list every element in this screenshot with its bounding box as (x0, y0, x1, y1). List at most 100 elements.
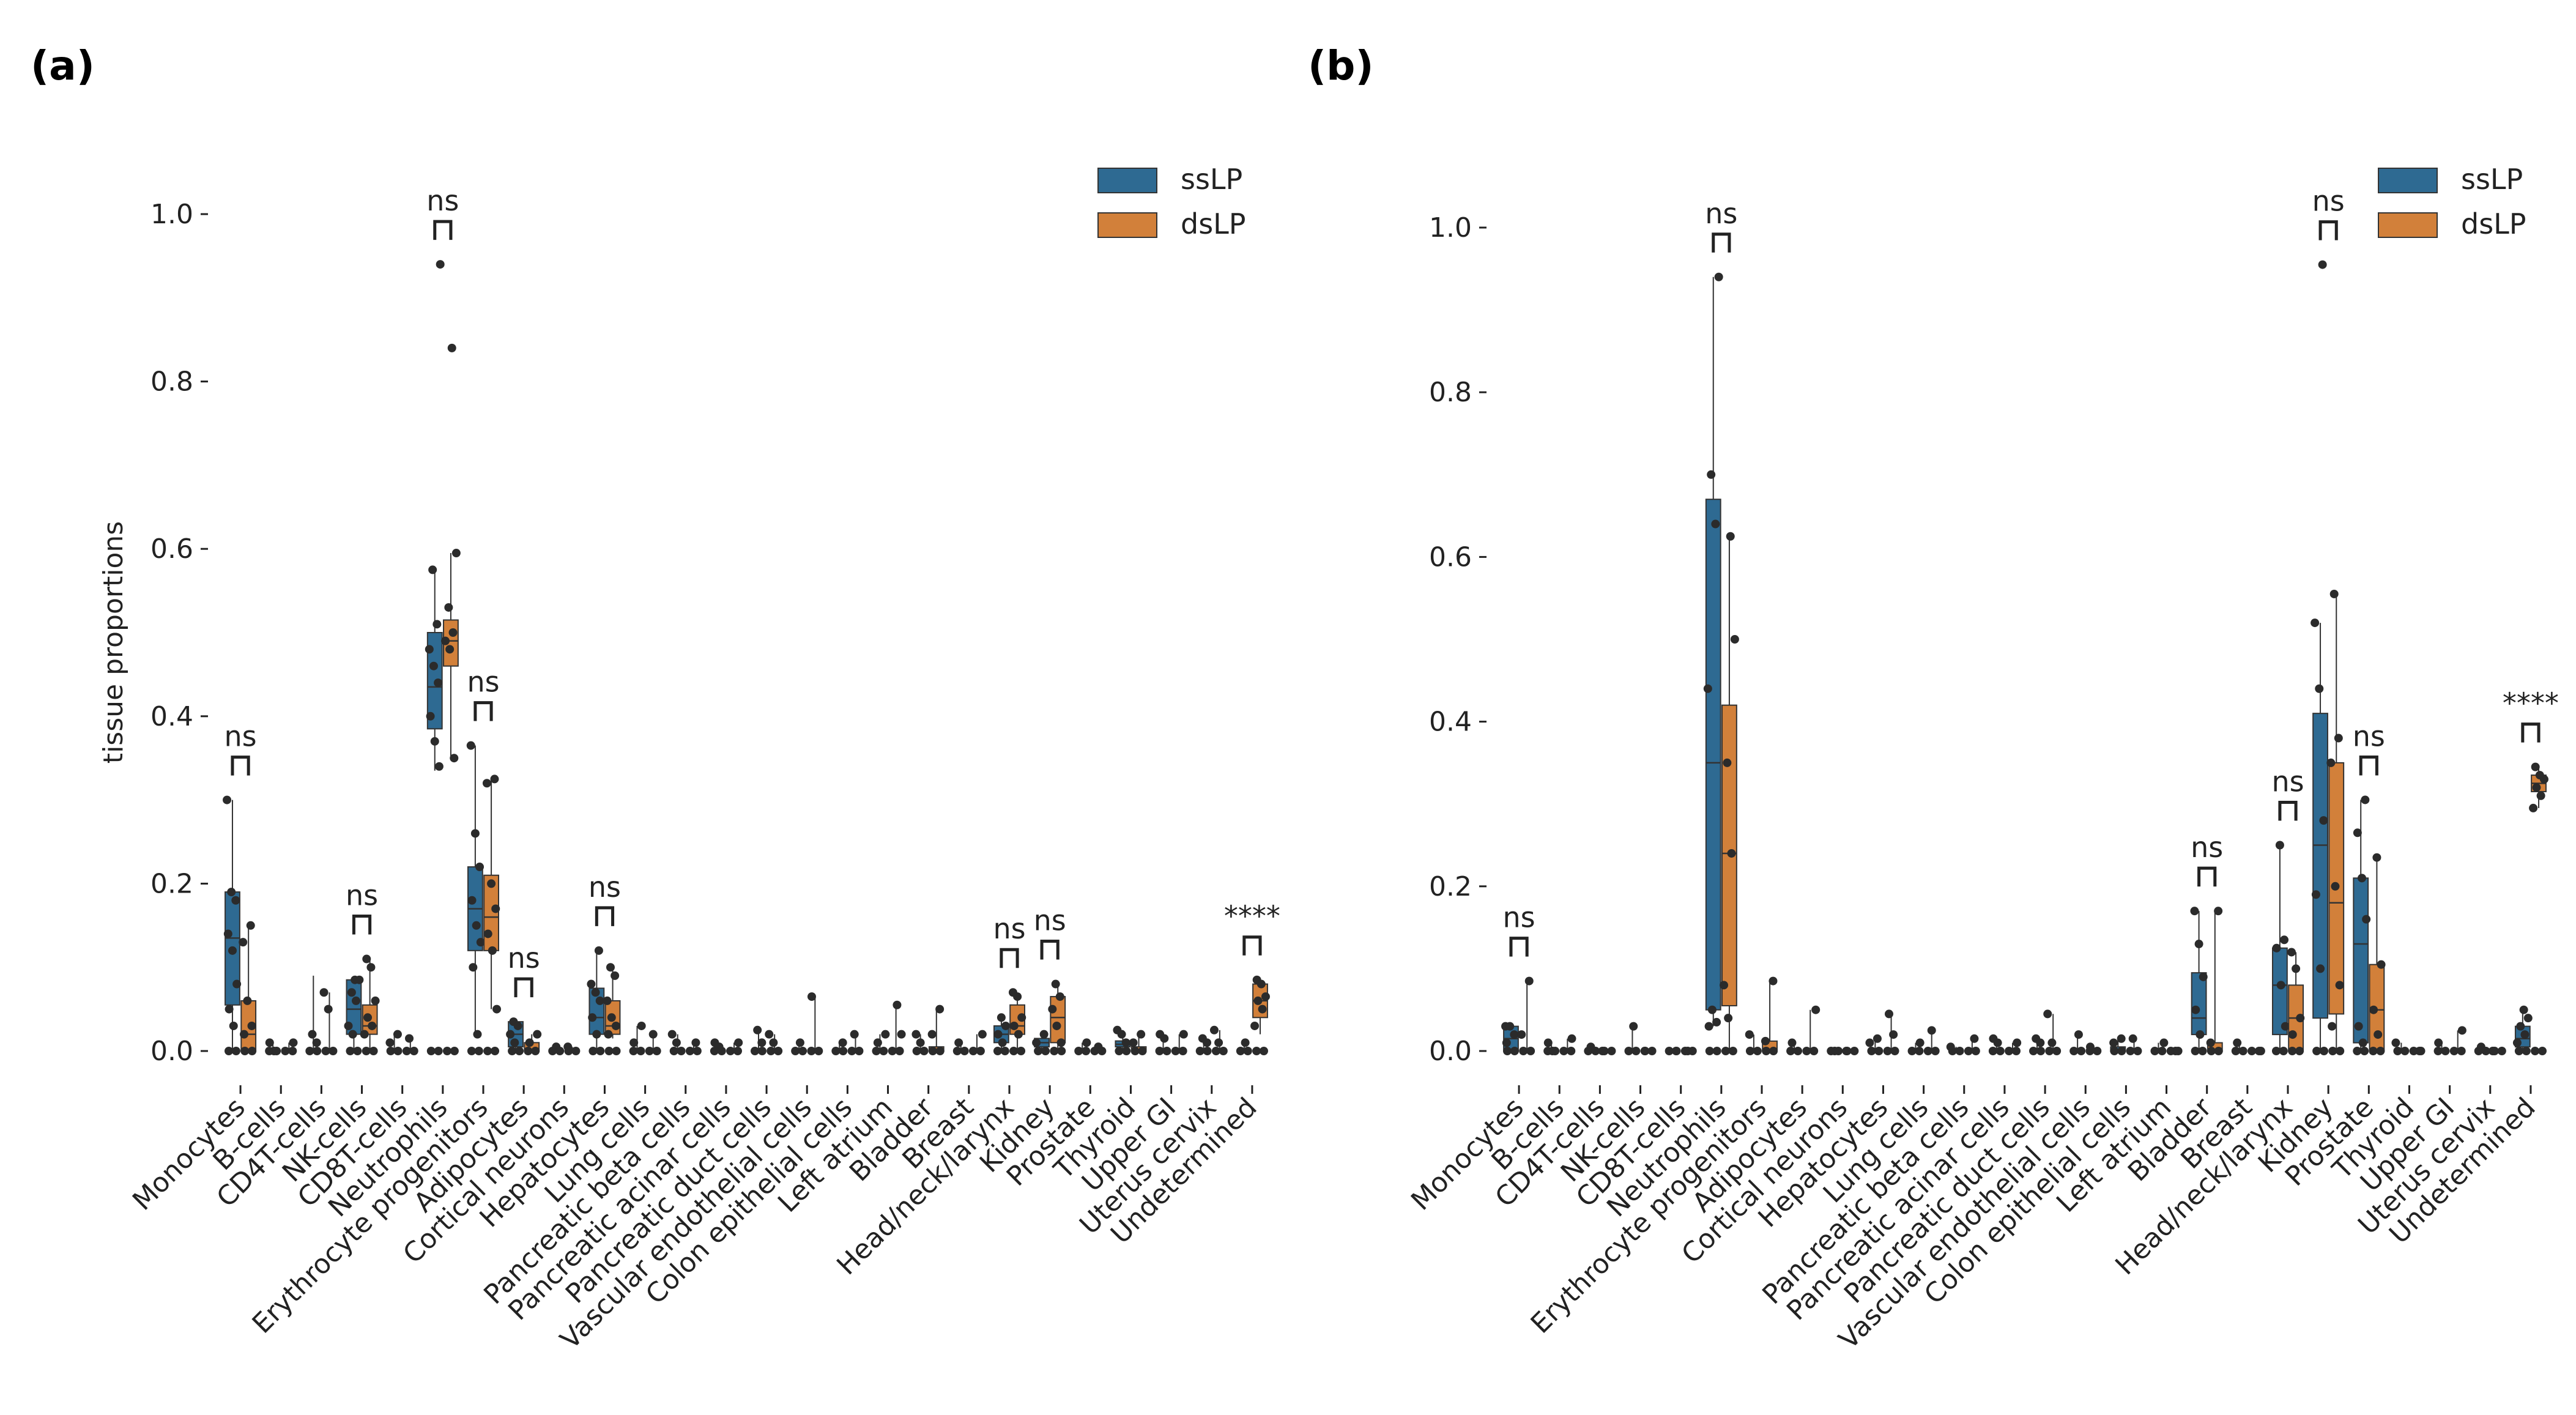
data-point (571, 1047, 581, 1055)
data-point (1032, 1038, 1041, 1047)
data-point (240, 1030, 249, 1039)
box-dsLP-b-cells (281, 1038, 298, 1055)
data-point (231, 896, 240, 905)
data-point (2158, 1047, 2167, 1055)
box-ssLP-adipocytes (1786, 1038, 1803, 1055)
data-point (1524, 976, 1534, 986)
box-ssLP-b-cells (265, 1038, 281, 1055)
box-body (2271, 947, 2288, 1036)
data-point (1130, 1047, 1140, 1055)
data-point (1993, 1038, 2002, 1047)
box-dsLP-monocytes (239, 921, 257, 1055)
box-ssLP-neutrophils (425, 260, 445, 1055)
box-ssLP-kidney (1032, 1030, 1050, 1055)
box-dsLP-pancreatic-beta-cells (1964, 1034, 1980, 1055)
y-tick-label: 0.2 (1429, 871, 1472, 902)
data-point (2074, 1030, 2083, 1039)
data-point (1203, 1038, 1212, 1047)
data-point (685, 1047, 694, 1055)
data-point (328, 1047, 338, 1055)
box-dsLP-breast (2247, 1047, 2265, 1055)
data-point (927, 1030, 937, 1039)
data-point (1250, 1021, 1260, 1030)
box-ssLP-upper-gi (1155, 1030, 1171, 1055)
significance-bracket (352, 915, 372, 935)
box-ssLP-prostate (2353, 795, 2371, 1055)
data-point (733, 1047, 742, 1055)
data-point (2069, 1047, 2079, 1055)
data-point (490, 774, 499, 784)
significance-bracket (1242, 935, 1262, 956)
data-point (814, 1047, 823, 1055)
data-point (960, 1047, 969, 1055)
data-point (467, 896, 477, 905)
data-point (2523, 1014, 2533, 1023)
data-point (1056, 1038, 1066, 1047)
significance-bracket (433, 220, 453, 240)
data-point (2360, 1047, 2369, 1055)
box-dsLP-left-atrium (2166, 1047, 2183, 1055)
data-point (652, 1047, 661, 1055)
data-point (2233, 1038, 2242, 1047)
box-ssLP-cd4t-cells (1584, 1042, 1600, 1055)
data-point (2190, 907, 2199, 916)
data-point (2326, 758, 2336, 767)
y-tick-label: 0.8 (150, 366, 193, 398)
data-point (445, 645, 455, 654)
data-point (1258, 1005, 1267, 1014)
box-body (1050, 996, 1066, 1044)
panel-a-label: (a) (31, 42, 95, 89)
data-point (2369, 1005, 2378, 1014)
data-point (1117, 1030, 1126, 1039)
data-point (247, 1021, 256, 1030)
data-point (1162, 1047, 1171, 1055)
data-point (2126, 1047, 2135, 1055)
data-point (1567, 1034, 1576, 1043)
data-point (2036, 1047, 2045, 1055)
panel-a: 0.00.20.40.60.81.0MonocytesB-cellsCD4T-c… (127, 163, 1280, 1355)
data-point (1753, 1047, 1762, 1055)
box-dsLP-lung-cells (645, 1030, 661, 1055)
data-point (629, 1038, 639, 1047)
y-tick-label: 0.0 (150, 1036, 193, 1067)
data-point (1631, 1047, 1641, 1055)
significance-bracket (1000, 948, 1019, 968)
box-ssLP-vascular-endothelial-cells (791, 1038, 807, 1055)
legend-label-ssLP: ssLP (1181, 163, 1242, 196)
data-point (1236, 1047, 1245, 1055)
data-point (469, 963, 478, 972)
data-point (228, 946, 237, 955)
data-point (1834, 1047, 1843, 1055)
box-dsLP-nk-cells (360, 954, 380, 1055)
data-point (1761, 1036, 1770, 1045)
data-point (1874, 1047, 1884, 1055)
data-point (1178, 1047, 1187, 1055)
data-point (1769, 976, 1778, 986)
data-point (2457, 1026, 2467, 1035)
data-point (1964, 1047, 1973, 1055)
data-point (436, 260, 445, 269)
box-ssLP-cd8t-cells (385, 1030, 403, 1055)
box-ssLP-lung-cells (1907, 1038, 1925, 1055)
data-point (2539, 774, 2548, 784)
box-ssLP-head-neck-larynx (2271, 841, 2290, 1055)
data-point (2354, 1022, 2363, 1031)
data-point (239, 938, 248, 947)
data-point (1211, 1047, 1220, 1055)
data-point (2441, 1047, 2450, 1055)
data-point (564, 1047, 573, 1055)
data-point (795, 1038, 804, 1047)
box-body (1705, 499, 1721, 1011)
data-point (2449, 1047, 2459, 1055)
data-point (1171, 1047, 1180, 1055)
box-dsLP-monocytes (1517, 976, 1535, 1055)
data-point (1517, 1030, 1526, 1039)
data-point (604, 1030, 613, 1039)
data-point (2328, 1047, 2337, 1055)
data-point (607, 1013, 616, 1022)
data-point (344, 1021, 353, 1030)
data-point (1074, 1047, 1083, 1055)
data-point (324, 1005, 333, 1014)
box-ssLP-upper-gi (2433, 1038, 2450, 1055)
box-ssLP-colon-epithelial-cells (831, 1038, 848, 1055)
